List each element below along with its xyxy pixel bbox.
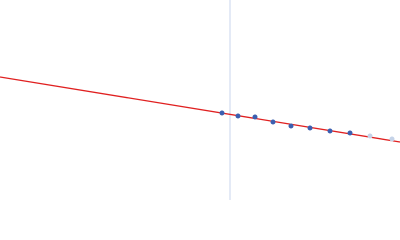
data-point [252,114,258,120]
data-point [288,123,294,129]
data-point [219,110,225,116]
chart [0,0,400,200]
data-point [367,133,373,139]
data-point [347,130,353,136]
data-point [235,113,241,119]
data-point [270,119,276,125]
data-point [327,128,333,134]
page: (() => { const data = JSON.parse(documen… [0,0,400,200]
data-point [389,136,395,142]
data-point [307,125,313,131]
fit-line [0,76,400,143]
